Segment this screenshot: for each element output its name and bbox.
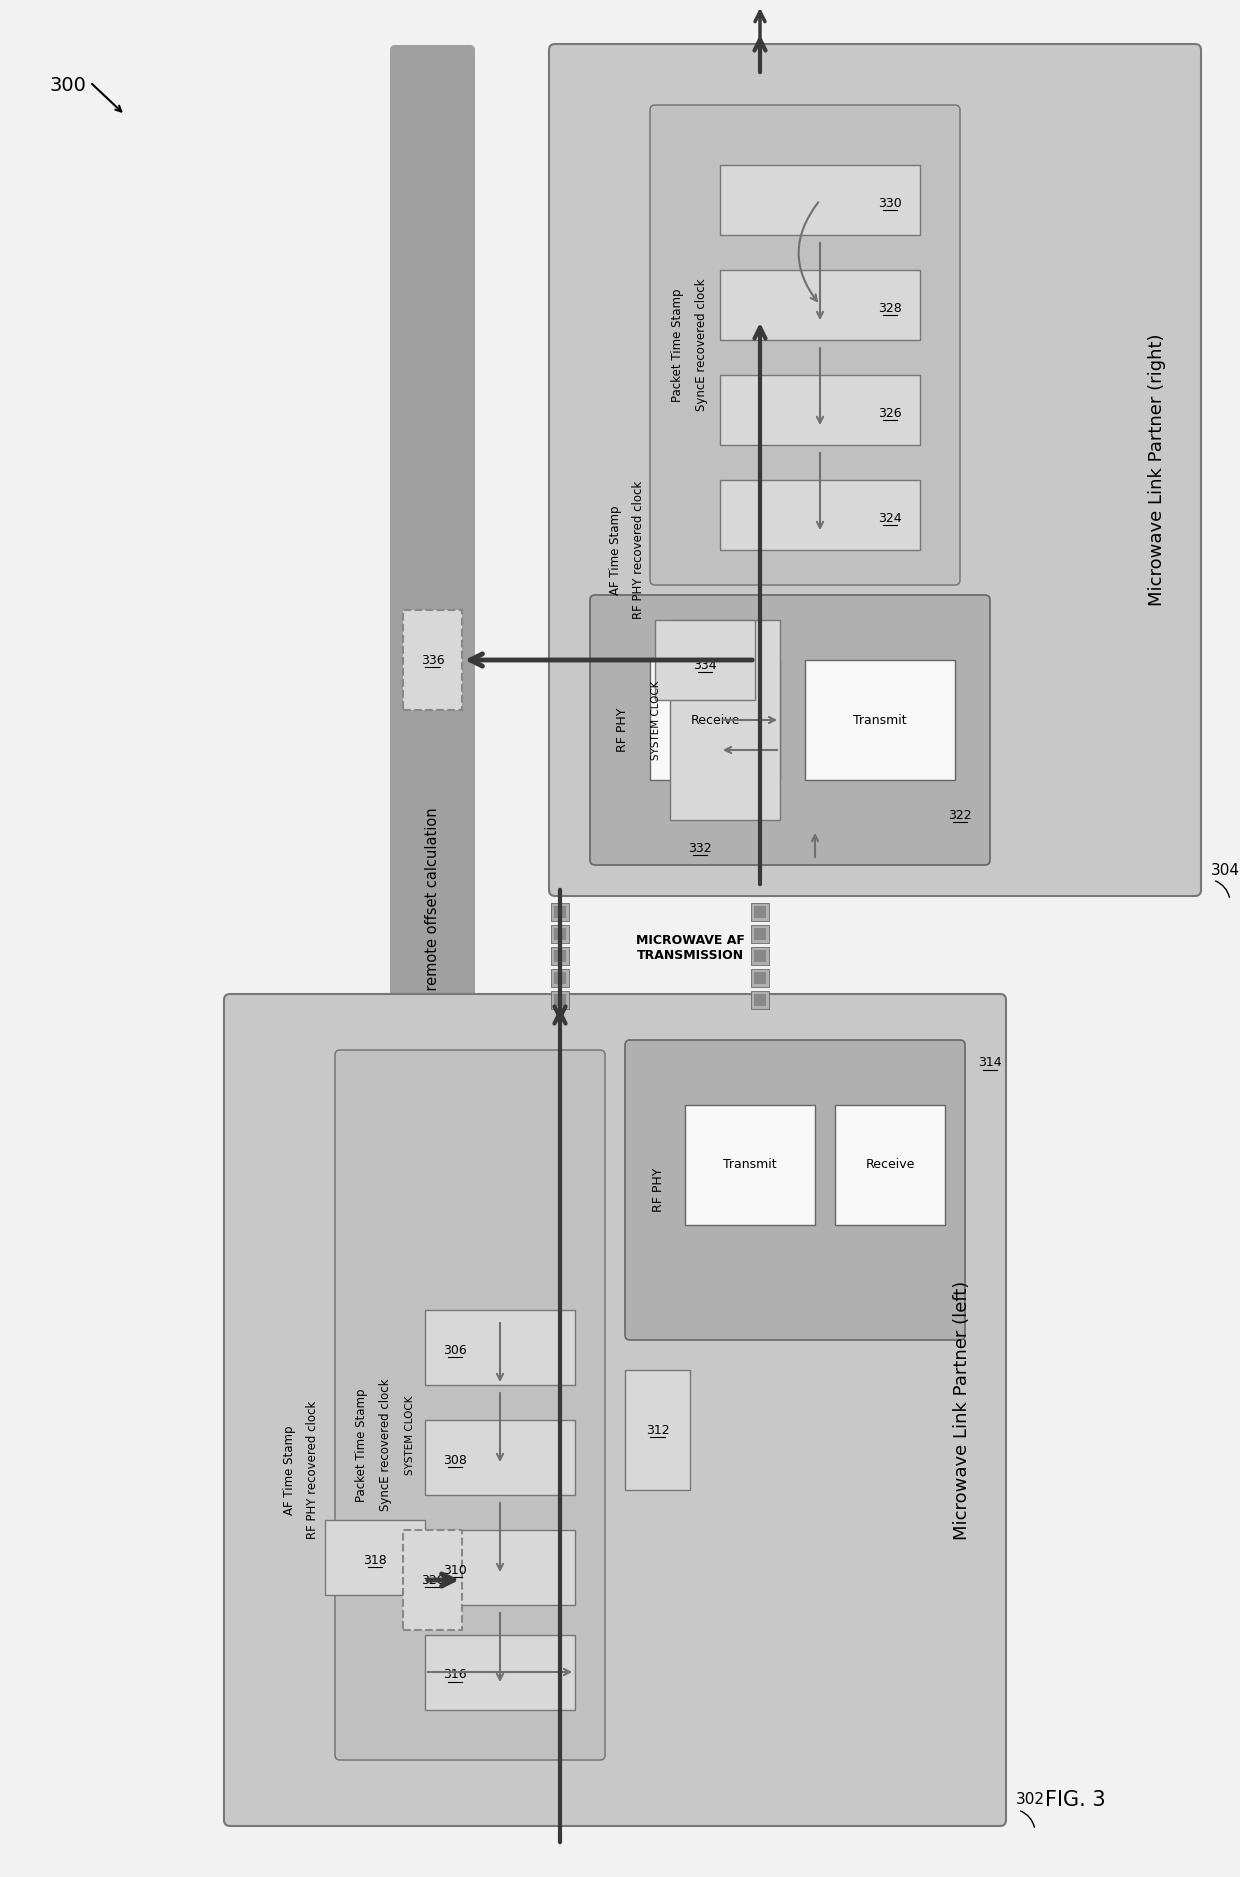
Text: 306: 306 bbox=[443, 1344, 467, 1357]
Text: 334: 334 bbox=[693, 659, 717, 672]
Text: 314: 314 bbox=[978, 1057, 1002, 1070]
Text: 326: 326 bbox=[878, 407, 901, 419]
Bar bbox=[754, 950, 766, 963]
Text: 304: 304 bbox=[1210, 863, 1240, 878]
Bar bbox=[720, 165, 920, 235]
Bar bbox=[754, 907, 766, 918]
Bar bbox=[650, 661, 780, 781]
Text: Receive: Receive bbox=[691, 713, 740, 726]
Bar bbox=[805, 661, 955, 781]
FancyBboxPatch shape bbox=[650, 105, 960, 586]
Bar bbox=[751, 925, 769, 942]
Text: 330: 330 bbox=[878, 197, 901, 210]
Text: SYSTEM CLOCK: SYSTEM CLOCK bbox=[651, 679, 661, 760]
Text: 328: 328 bbox=[878, 302, 901, 315]
Bar bbox=[554, 995, 565, 1006]
Text: AF Based remote offset calculation: AF Based remote offset calculation bbox=[425, 807, 440, 1062]
Text: Receive: Receive bbox=[866, 1158, 915, 1171]
Text: SyncE recovered clock: SyncE recovered clock bbox=[694, 280, 708, 411]
Text: FIG. 3: FIG. 3 bbox=[1044, 1791, 1105, 1809]
FancyBboxPatch shape bbox=[549, 43, 1202, 895]
Text: 322: 322 bbox=[949, 809, 972, 822]
Text: AF Time Stamp: AF Time Stamp bbox=[284, 1425, 296, 1515]
Bar bbox=[720, 481, 920, 550]
Bar bbox=[684, 1106, 815, 1226]
Bar bbox=[551, 991, 569, 1010]
Text: Microwave Link Partner (left): Microwave Link Partner (left) bbox=[954, 1280, 971, 1539]
Bar bbox=[551, 925, 569, 942]
Text: RF PHY recovered clock: RF PHY recovered clock bbox=[306, 1400, 320, 1539]
Text: 302: 302 bbox=[1016, 1793, 1044, 1808]
Text: Packet Time Stamp: Packet Time Stamp bbox=[671, 289, 683, 402]
Text: MICROWAVE AF
TRANSMISSION: MICROWAVE AF TRANSMISSION bbox=[636, 933, 744, 961]
Bar bbox=[655, 619, 755, 700]
Text: Transmit: Transmit bbox=[853, 713, 906, 726]
Bar bbox=[754, 972, 766, 984]
Bar bbox=[325, 1520, 425, 1595]
Text: RF PHY: RF PHY bbox=[616, 708, 630, 753]
Text: Transmit: Transmit bbox=[723, 1158, 776, 1171]
Text: 320: 320 bbox=[420, 1573, 444, 1586]
Bar bbox=[751, 903, 769, 922]
Bar bbox=[751, 948, 769, 965]
Bar bbox=[425, 1530, 575, 1605]
Bar bbox=[720, 375, 920, 445]
FancyBboxPatch shape bbox=[224, 995, 1006, 1826]
Bar bbox=[403, 610, 463, 710]
Bar bbox=[551, 948, 569, 965]
Bar bbox=[551, 969, 569, 987]
Text: SyncE recovered clock: SyncE recovered clock bbox=[379, 1380, 393, 1511]
Text: RF PHY recovered clock: RF PHY recovered clock bbox=[631, 481, 645, 619]
Text: Packet Time Stamp: Packet Time Stamp bbox=[356, 1389, 368, 1502]
FancyBboxPatch shape bbox=[391, 45, 475, 1824]
Text: 324: 324 bbox=[878, 512, 901, 524]
Text: RF PHY: RF PHY bbox=[651, 1167, 665, 1213]
Bar bbox=[625, 1370, 689, 1490]
Bar bbox=[751, 991, 769, 1010]
Text: 308: 308 bbox=[443, 1453, 467, 1466]
Text: 300: 300 bbox=[50, 75, 87, 94]
Bar bbox=[403, 1530, 463, 1629]
Text: 312: 312 bbox=[646, 1423, 670, 1436]
Bar bbox=[554, 907, 565, 918]
FancyBboxPatch shape bbox=[625, 1040, 965, 1340]
Bar bbox=[554, 927, 565, 940]
Bar bbox=[835, 1106, 945, 1226]
Bar bbox=[551, 903, 569, 922]
Bar bbox=[425, 1310, 575, 1385]
Bar bbox=[425, 1635, 575, 1710]
Bar bbox=[754, 927, 766, 940]
Text: 318: 318 bbox=[363, 1554, 387, 1567]
Text: Microwave Link Partner (right): Microwave Link Partner (right) bbox=[1148, 334, 1166, 606]
Text: 332: 332 bbox=[688, 841, 712, 854]
Bar bbox=[751, 969, 769, 987]
FancyBboxPatch shape bbox=[335, 1049, 605, 1761]
FancyBboxPatch shape bbox=[590, 595, 990, 865]
Text: 310: 310 bbox=[443, 1564, 467, 1577]
Bar bbox=[670, 619, 780, 820]
Bar bbox=[425, 1421, 575, 1494]
Text: SYSTEM CLOCK: SYSTEM CLOCK bbox=[405, 1395, 415, 1475]
Text: 336: 336 bbox=[420, 653, 444, 666]
Bar bbox=[554, 950, 565, 963]
Text: AF Time Stamp: AF Time Stamp bbox=[609, 505, 621, 595]
Bar bbox=[720, 270, 920, 340]
Bar bbox=[754, 995, 766, 1006]
Bar bbox=[554, 972, 565, 984]
Text: 316: 316 bbox=[443, 1669, 466, 1682]
